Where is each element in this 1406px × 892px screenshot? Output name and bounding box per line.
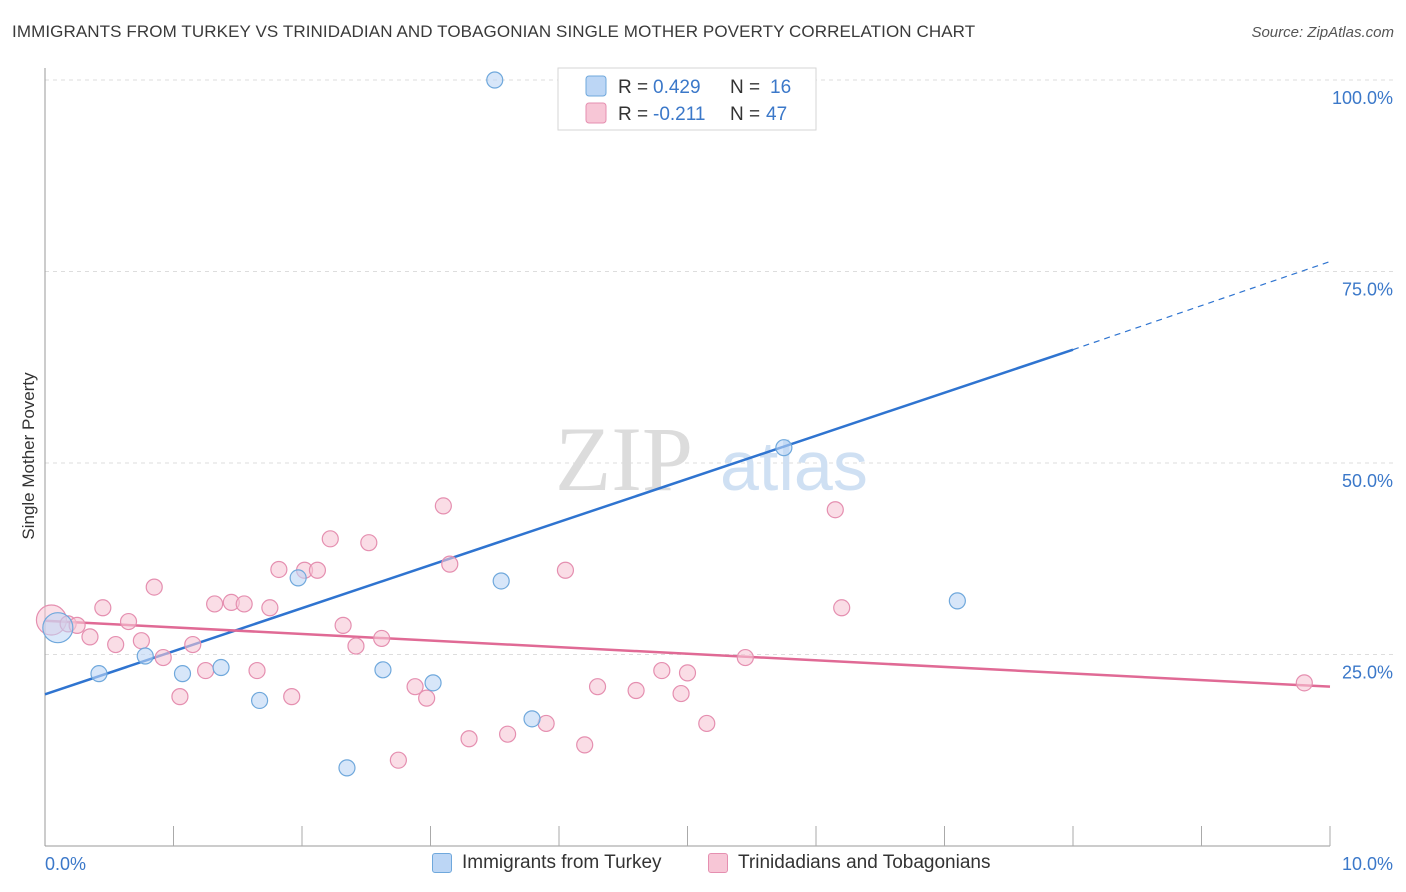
point-turkey [212,658,230,677]
point-trinidad [389,751,407,769]
point-trinidad [373,629,391,648]
legend-r-value-2: -0.211 [653,104,705,125]
point-trinidad [270,560,288,579]
legend-label-turkey: Immigrants from Turkey [462,852,662,873]
point-trinidad [197,661,215,680]
x-tick-label-max: 10.0% [1342,854,1393,874]
y-tick-label: 100.0% [1332,88,1393,108]
point-trinidad [1295,674,1313,692]
point-trinidad [154,648,172,667]
chart-title: IMMIGRANTS FROM TURKEY VS TRINIDADIAN AN… [12,22,976,41]
y-axis-label: Single Mother Poverty [19,372,38,540]
point-turkey [775,439,793,457]
point-trinidad [627,681,645,700]
legend-r-value-1: 0.429 [653,77,701,98]
trend-line-turkey [44,348,1074,696]
point-trinidad [321,530,339,548]
point-turkey [42,612,74,644]
y-tick-labels: 25.0% 50.0% 75.0% 100.0% [1332,88,1393,683]
legend-box: R = 0.429 N = 16 R = -0.211 N = 47 [557,67,817,131]
trend-line-trinidad [44,619,1331,688]
trend-line-turkey-extrapolated [1072,260,1331,351]
point-turkey [424,674,442,692]
point-trinidad [184,635,202,654]
point-turkey [173,665,192,683]
data-points [35,71,1313,777]
point-trinidad [434,497,452,515]
legend-label-trinidad: Trinidadians and Tobagonians [738,852,991,873]
point-turkey [136,647,154,665]
legend-swatch-trinidad [708,853,728,873]
bottom-legend: Immigrants from Turkey Trinidadians and … [0,852,1406,878]
point-trinidad [460,730,478,748]
x-tick-label-min: 0.0% [45,854,86,874]
point-trinidad [206,595,224,613]
point-trinidad [261,599,279,617]
trend-lines [44,260,1331,696]
point-trinidad [736,648,754,667]
point-trinidad [119,612,138,631]
point-trinidad [171,688,189,706]
point-trinidad [360,534,378,552]
point-trinidad [653,661,671,680]
legend-item-turkey: Immigrants from Turkey [432,852,662,874]
point-turkey [948,592,966,610]
source-credit: Source: ZipAtlas.com [1251,24,1394,41]
gridlines [45,79,1393,655]
point-turkey [523,710,541,728]
point-turkey [492,572,510,590]
watermark-atlas: atlas [720,427,868,505]
point-trinidad [145,578,163,596]
legend-item-trinidad: Trinidadians and Tobagonians [708,852,990,874]
watermark-zip: ZIP [555,408,693,510]
point-trinidad [441,555,459,573]
point-turkey [250,691,269,710]
y-tick-label: 75.0% [1342,280,1393,300]
x-tick-marks [173,826,1331,846]
point-turkey [338,759,356,777]
point-trinidad [235,595,253,613]
point-trinidad [283,688,301,706]
legend-n-value-1: 16 [770,77,791,98]
y-tick-label: 50.0% [1342,471,1393,491]
point-trinidad [672,684,690,703]
point-trinidad [826,501,844,519]
point-trinidad [698,714,716,733]
point-trinidad [94,599,112,617]
legend-n-label-1: N = [730,77,760,98]
legend-r-label-2: R = [618,104,648,125]
legend-n-value-2: 47 [766,104,787,125]
point-trinidad [248,661,266,680]
point-trinidad [132,632,150,650]
point-trinidad [588,678,607,696]
point-trinidad [107,635,125,654]
point-turkey [289,569,307,587]
point-trinidad [678,664,697,682]
point-trinidad [418,689,436,707]
point-trinidad [334,616,352,634]
legend-r-label-1: R = [618,77,648,98]
point-turkey [374,661,392,679]
legend-swatch-blue [585,75,607,97]
point-trinidad [347,637,365,655]
point-trinidad [308,561,327,579]
y-tick-label: 25.0% [1342,663,1393,683]
point-trinidad [556,561,575,579]
legend-swatch-pink [585,102,607,124]
point-turkey [486,71,504,89]
legend-swatch-turkey [432,853,452,873]
point-trinidad [499,725,517,743]
point-trinidad [576,736,594,754]
point-trinidad [406,678,424,696]
point-trinidad [81,628,99,646]
point-trinidad [833,599,851,617]
legend-n-label-2: N = [730,104,760,125]
point-turkey [90,665,108,683]
